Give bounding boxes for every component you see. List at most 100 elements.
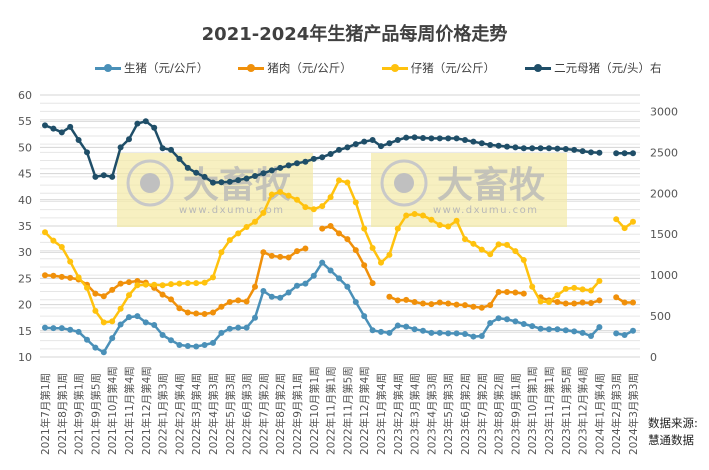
data-point (453, 301, 460, 308)
data-point (495, 142, 502, 149)
data-point (630, 299, 636, 306)
data-point (386, 329, 393, 336)
data-point (428, 216, 435, 223)
x-axis-tick-label: 2022年11月第1周 (325, 366, 338, 455)
data-point (193, 280, 200, 287)
data-point (310, 155, 317, 162)
right-axis-tick-label: 2000 (650, 187, 678, 200)
data-point (554, 298, 561, 305)
data-point (50, 125, 57, 132)
data-point (243, 324, 250, 331)
source-name: 慧通数据 (648, 433, 694, 447)
data-point (571, 146, 578, 153)
data-point (184, 280, 191, 287)
data-point (226, 178, 233, 185)
data-point (159, 331, 166, 338)
data-point (243, 224, 250, 231)
data-point (168, 296, 174, 303)
data-point (336, 230, 342, 237)
left-axis-tick-label: 35 (18, 220, 32, 233)
data-point (378, 328, 384, 335)
data-point (126, 314, 132, 321)
data-point (193, 343, 200, 350)
data-point (277, 188, 284, 195)
data-point (176, 341, 183, 348)
data-point (344, 144, 351, 151)
data-point (260, 170, 267, 177)
data-point (260, 209, 267, 216)
data-point (478, 304, 485, 311)
data-point (562, 285, 569, 292)
data-point (134, 313, 141, 320)
data-point (453, 135, 460, 142)
legend-marker-icon (381, 64, 408, 72)
data-point (235, 324, 242, 331)
data-point (319, 154, 326, 161)
data-point (176, 155, 183, 162)
data-point (100, 172, 107, 179)
data-point (235, 297, 242, 304)
watermark-logo-icon (126, 159, 174, 207)
data-point (588, 149, 594, 156)
data-point (344, 179, 351, 186)
data-point (470, 333, 477, 340)
data-point (554, 326, 561, 333)
data-point (420, 212, 426, 219)
data-point (453, 330, 460, 337)
data-point (520, 320, 527, 327)
watermark-logo-eye-icon (394, 173, 414, 193)
x-axis-tick-label: 2021年9月第5周 (89, 373, 102, 455)
data-point (495, 289, 502, 296)
left-axis-tick-label: 60 (18, 89, 32, 102)
data-point (117, 144, 124, 151)
watermark-url: www.dxumu.com (433, 205, 539, 216)
data-point (277, 253, 284, 260)
right-axis-tick-label: 1000 (650, 269, 678, 282)
data-point (142, 281, 149, 288)
data-point (394, 225, 401, 232)
data-point (159, 291, 166, 298)
data-point (596, 324, 603, 331)
data-point (243, 298, 250, 305)
data-point (75, 274, 82, 281)
x-axis-tick-label: 2023年9月第1周 (509, 373, 522, 455)
data-point (428, 301, 435, 308)
data-point (75, 137, 82, 144)
data-point (117, 305, 124, 312)
data-point (579, 286, 586, 293)
data-point (277, 164, 284, 171)
data-point (226, 298, 233, 305)
data-point (520, 290, 527, 297)
right-axis-tick-label: 2500 (650, 146, 678, 159)
data-point (487, 302, 494, 309)
data-point (100, 293, 107, 300)
data-point (319, 225, 326, 232)
x-axis-tick-label: 2021年12月第4周 (140, 366, 153, 455)
data-point (260, 249, 267, 256)
data-point (571, 300, 578, 307)
data-point (352, 298, 359, 305)
data-point (67, 274, 74, 281)
data-point (571, 328, 578, 335)
right-axis-tick-label: 0 (650, 351, 657, 364)
x-axis-tick-label: 2021年8月第1周 (56, 373, 69, 455)
x-axis-tick-label: 2022年3月第4周 (190, 373, 203, 455)
data-point (117, 280, 124, 287)
data-point (470, 138, 477, 145)
data-point (403, 323, 410, 330)
data-point (336, 177, 342, 184)
legend-marker-icon (525, 64, 552, 72)
data-point (546, 145, 552, 152)
data-point (134, 120, 141, 127)
x-axis-tick-label: 2022年2月第4周 (173, 373, 186, 455)
data-point (268, 191, 275, 198)
legend-label: 生猪（元/公斤） (124, 61, 209, 75)
data-point (84, 149, 90, 156)
left-axis-tick-label: 30 (18, 246, 32, 259)
data-point (327, 223, 334, 229)
data-point (386, 293, 393, 300)
data-point (411, 298, 418, 305)
data-point (478, 333, 485, 340)
